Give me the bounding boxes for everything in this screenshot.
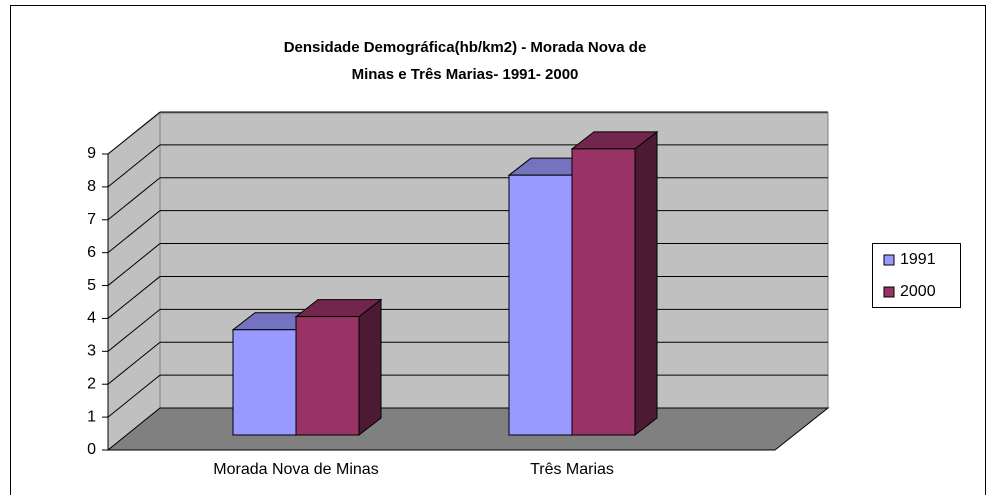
legend-label: 2000 xyxy=(900,283,936,300)
y-tick-label: 7 xyxy=(87,211,96,228)
bar-side xyxy=(634,130,658,437)
bar xyxy=(571,148,636,436)
y-tick-label: 6 xyxy=(87,244,96,261)
bar-side xyxy=(358,298,382,437)
bar xyxy=(508,174,573,436)
bar xyxy=(232,329,297,436)
y-tick-label: 9 xyxy=(87,145,96,162)
legend-label: 1991 xyxy=(900,251,936,268)
grid-line xyxy=(107,177,161,221)
y-tick-label: 5 xyxy=(87,277,96,294)
y-tick-label: 0 xyxy=(87,441,96,458)
y-tick-label: 4 xyxy=(87,310,96,327)
grid-line xyxy=(107,308,161,352)
bar xyxy=(295,316,360,436)
grid-line xyxy=(107,374,161,418)
chart-title: Densidade Demográfica(hb/km2) - Morada N… xyxy=(284,39,647,56)
grid-line xyxy=(107,341,161,385)
grid-line xyxy=(107,144,161,188)
grid-line xyxy=(107,111,161,155)
y-tick-label: 8 xyxy=(87,178,96,195)
grid-line xyxy=(107,276,161,319)
floor xyxy=(106,407,830,451)
x-tick-label: Três Marias xyxy=(530,461,614,478)
side-wall xyxy=(107,111,161,452)
y-tick-label: 1 xyxy=(87,408,96,425)
chart-title: Minas e Três Marias- 1991- 2000 xyxy=(352,66,579,83)
legend-swatch xyxy=(883,254,895,266)
legend-swatch xyxy=(883,286,895,298)
x-tick-label: Morada Nova de Minas xyxy=(213,461,378,478)
grid-line xyxy=(107,243,161,286)
y-tick-label: 2 xyxy=(87,375,96,392)
grid-line xyxy=(107,210,161,254)
y-tick-label: 3 xyxy=(87,343,96,360)
